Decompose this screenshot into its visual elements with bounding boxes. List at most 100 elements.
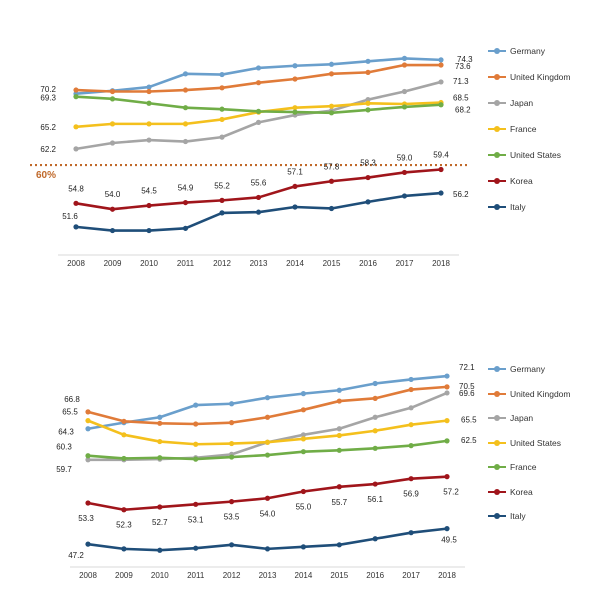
point-italy-2014 xyxy=(292,204,298,210)
point-korea-2009 xyxy=(121,507,127,513)
point-italy-2016 xyxy=(372,536,378,542)
point-united-kingdom-2008 xyxy=(85,409,91,415)
point-korea-2012 xyxy=(229,499,235,505)
point-united-kingdom-2017 xyxy=(401,62,408,68)
series-line-germany xyxy=(75,57,442,96)
point-germany-2015 xyxy=(336,387,342,393)
point-united-kingdom-2018 xyxy=(438,62,444,68)
legend-marker-icon xyxy=(494,178,500,184)
point-united-states-2013 xyxy=(255,108,262,114)
data-label-united-states-2008: 65.5 xyxy=(62,408,78,417)
point-united-states-2014 xyxy=(292,109,298,115)
x-tick-label-2013: 2013 xyxy=(259,571,277,580)
x-tick-label-2012: 2012 xyxy=(223,571,241,580)
bottom-line-chart: 2008 2009 2010 2011 2012 2013 2014 2015 2016 2017… xyxy=(56,363,477,580)
x-tick-label-2010: 2010 xyxy=(140,259,158,268)
data-label-korea-2012: 53.5 xyxy=(224,513,240,522)
data-label-japan-2018: 71.3 xyxy=(453,77,469,86)
point-united-states-2013 xyxy=(264,439,271,445)
data-label-korea-2015: 57.8 xyxy=(324,162,340,171)
point-france-2014 xyxy=(292,105,298,111)
legend-label: United States xyxy=(510,150,562,160)
point-italy-2013 xyxy=(264,546,271,552)
data-label-korea-2010: 52.7 xyxy=(152,518,168,527)
data-label-germany-2008: 64.3 xyxy=(58,428,74,437)
legend-marker-icon xyxy=(494,513,500,519)
point-france-2012 xyxy=(229,454,235,460)
point-italy-2018 xyxy=(444,526,450,532)
data-label-korea-2011: 54.9 xyxy=(178,184,194,193)
data-label-france-2018: 68.5 xyxy=(453,94,469,103)
point-germany-2013 xyxy=(255,65,262,71)
point-germany-2010 xyxy=(157,414,163,420)
point-germany-2008 xyxy=(85,426,91,432)
point-japan-2009 xyxy=(109,140,116,146)
point-italy-2009 xyxy=(109,227,116,234)
legend-label: Germany xyxy=(510,46,545,56)
point-united-kingdom-2013 xyxy=(255,80,262,86)
point-france-2010 xyxy=(157,455,163,461)
point-italy-2010 xyxy=(157,547,163,553)
point-united-kingdom-2009 xyxy=(109,88,116,95)
series-line-japan xyxy=(88,391,448,462)
point-united-states-2017 xyxy=(401,104,408,110)
legend-marker-icon xyxy=(494,74,500,80)
data-label-korea-2008: 54.8 xyxy=(68,184,84,193)
point-italy-2011 xyxy=(182,225,189,231)
point-united-kingdom-2018 xyxy=(444,384,450,390)
data-label-korea-2008: 53.3 xyxy=(78,514,94,523)
point-united-kingdom-2016 xyxy=(372,395,378,401)
legend-label: Japan xyxy=(510,98,534,108)
point-japan-2011 xyxy=(182,138,189,145)
x-tick-label-2011: 2011 xyxy=(187,571,205,580)
point-korea-2008 xyxy=(73,200,79,206)
x-tick-label-2009: 2009 xyxy=(115,571,133,580)
point-united-states-2011 xyxy=(193,441,199,447)
data-label-korea-2017: 56.9 xyxy=(403,490,419,499)
data-label-italy-2008: 51.6 xyxy=(62,212,78,221)
series-line-korea xyxy=(87,475,448,512)
x-tick-label-2009: 2009 xyxy=(104,259,122,268)
legend-marker-icon xyxy=(494,100,500,106)
point-japan-2018 xyxy=(444,390,450,396)
legend-marker-icon xyxy=(494,204,500,210)
data-label-korea-2018: 59.4 xyxy=(433,150,449,159)
x-tick-label-2015: 2015 xyxy=(323,259,341,268)
data-label-united-states-2008: 69.3 xyxy=(40,94,56,103)
legend-marker-icon xyxy=(494,366,500,372)
point-united-states-2017 xyxy=(408,422,414,428)
data-label-korea-2016: 58.3 xyxy=(360,159,376,168)
point-italy-2015 xyxy=(328,205,335,212)
point-germany-2017 xyxy=(408,376,414,383)
point-france-2012 xyxy=(219,116,225,123)
point-united-states-2016 xyxy=(365,107,371,113)
point-germany-2012 xyxy=(229,401,235,407)
point-japan-2008 xyxy=(73,146,79,152)
point-italy-2017 xyxy=(408,530,414,536)
data-label-korea-2013: 54.0 xyxy=(260,509,276,518)
data-label-korea-2017: 59.0 xyxy=(397,153,413,162)
point-italy-2016 xyxy=(365,199,371,205)
x-tick-label-2014: 2014 xyxy=(286,259,304,268)
point-italy-2013 xyxy=(255,209,262,215)
legend-label: Korea xyxy=(510,176,533,186)
point-france-2009 xyxy=(109,121,116,127)
point-japan-2013 xyxy=(255,119,262,125)
point-united-kingdom-2011 xyxy=(193,421,199,427)
data-label-korea-2012: 55.2 xyxy=(214,181,230,190)
point-germany-2013 xyxy=(264,395,271,401)
data-label-germany-2018: 72.1 xyxy=(459,363,475,372)
x-tick-label-2016: 2016 xyxy=(366,571,384,580)
point-korea-2013 xyxy=(255,194,262,201)
point-united-states-2011 xyxy=(182,105,189,111)
point-italy-2008 xyxy=(73,224,79,230)
point-japan-2010 xyxy=(146,137,152,143)
point-korea-2012 xyxy=(219,197,225,203)
legend-marker-icon xyxy=(494,439,500,446)
data-label-korea-2011: 53.1 xyxy=(188,515,204,524)
point-united-kingdom-2011 xyxy=(182,87,189,93)
x-tick-label-2012: 2012 xyxy=(213,259,231,268)
data-label-korea-2009: 52.3 xyxy=(116,521,132,530)
point-germany-2018 xyxy=(444,373,450,379)
point-italy-2012 xyxy=(229,542,235,548)
